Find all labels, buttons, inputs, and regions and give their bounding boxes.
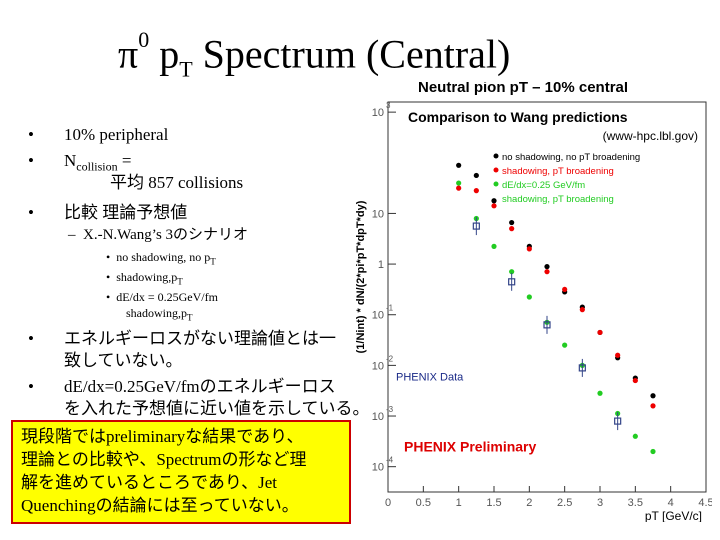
legend-entry: no shadowing, no pT broadening (502, 152, 640, 163)
series-point (597, 329, 603, 336)
conclusion-box: 現段階ではpreliminaryな結果であり、 理論との比較や、Spectrum… (11, 420, 351, 524)
x-tick-label: 3 (597, 497, 603, 509)
legend-marker (493, 181, 499, 187)
y-tick-exponent: -2 (386, 354, 394, 363)
series-point (473, 188, 479, 194)
y-tick-exponent: -4 (386, 456, 394, 465)
data-point (472, 222, 480, 230)
series-point (491, 198, 497, 204)
series-point (632, 433, 638, 439)
conclusion-line: Quenchingの結論には至っていない。 (21, 496, 299, 515)
series-point (562, 342, 568, 348)
bullet-eloss-cont: を入れた予想値に近い値を示している。 (64, 399, 370, 418)
y-tick-label: 1 (378, 259, 384, 271)
y-tick-label: 10 (372, 411, 384, 423)
x-tick-label: 1.5 (486, 497, 501, 509)
x-tick-label: 2.5 (557, 497, 572, 509)
y-tick-label: 10 (372, 107, 384, 119)
series-point (491, 243, 497, 249)
legend-entry: shadowing, pT broadening (502, 166, 614, 177)
series-point (491, 203, 497, 209)
series-point (509, 269, 515, 275)
y-tick-exponent: -1 (386, 304, 394, 313)
series-point (526, 294, 532, 300)
conclusion-line: 解を進めているところであり、Jet (21, 473, 278, 492)
series-point (632, 377, 638, 384)
phenix-preliminary-label: PHENIX Preliminary (404, 438, 536, 454)
phenix-data-label: PHENIX Data (396, 372, 464, 384)
x-tick-label: 4.5 (698, 497, 712, 509)
slide-title: π0 pT Spectrum (Central) (118, 27, 511, 82)
legend-marker (493, 167, 499, 173)
x-tick-label: 0.5 (416, 497, 431, 509)
chart-source: (www-hpc.lbl.gov) (603, 129, 698, 143)
series-point (579, 307, 585, 313)
data-point (578, 364, 586, 372)
series-point (473, 172, 479, 179)
series-point (544, 264, 550, 270)
bullet-no-eloss-cont: 致していない。 (64, 351, 183, 370)
series-point (562, 286, 568, 293)
bullet-ncollision-value: 平均 857 collisions (110, 173, 244, 192)
y-tick-label: 10 (372, 208, 384, 220)
chart-subtitle: Comparison to Wang predictions (408, 109, 628, 125)
data-point (543, 321, 551, 329)
chart-title: Neutral pion pT – 10% central (418, 82, 628, 96)
series-point (650, 403, 656, 409)
x-tick-label: 0 (385, 497, 391, 509)
y-tick-exponent: -3 (386, 405, 394, 414)
scenario-shadowing: • shadowing,pT (106, 270, 183, 287)
series-point (597, 390, 603, 396)
x-axis-label: pT [GeV/c] (645, 509, 702, 522)
x-tick-label: 4 (668, 497, 674, 509)
spectrum-chart: Neutral pion pT – 10% central Comparison … (355, 82, 712, 522)
scenario-energy-loss-shadowing: shadowing,pT (126, 306, 193, 323)
x-tick-label: 3.5 (628, 497, 643, 509)
x-tick-label: 2 (526, 497, 532, 509)
series-point (544, 269, 550, 275)
series-point (650, 448, 656, 455)
dash-wang-scenarios: – X.-N.Wang’s 3のシナリオ (68, 227, 249, 243)
y-axis-label: (1/Nint) * dN/(2*pi*pT*dpT*dy) (355, 200, 367, 353)
legend-entry: shadowing, pT broadening (502, 194, 614, 205)
y-tick-label: 10 (372, 360, 384, 372)
series-point (456, 162, 462, 168)
series-point (509, 226, 515, 232)
data-point (614, 417, 622, 425)
series-point (526, 246, 532, 252)
conclusion-line: 理論との比較や、Spectrumの形など理 (21, 450, 307, 469)
y-tick-exponent: 3 (386, 101, 391, 110)
y-tick-label: 10 (372, 462, 384, 474)
scenario-no-shadowing: • no shadowing, no pT (106, 250, 216, 267)
scenario-energy-loss: • dE/dx = 0.25GeV/fm (106, 290, 218, 304)
plot-frame (387, 101, 707, 493)
conclusion-line: 現段階ではpreliminaryな結果であり、 (21, 427, 304, 446)
series-point (456, 180, 462, 186)
legend-marker (493, 153, 499, 159)
data-point (508, 278, 516, 286)
series-point (456, 185, 462, 191)
series-point (615, 352, 621, 358)
series-point (650, 393, 656, 399)
y-tick-label: 10 (372, 310, 384, 322)
legend-entry: dE/dx=0.25 GeV/fm (502, 180, 585, 191)
x-tick-label: 1 (456, 497, 462, 509)
series-point (509, 219, 515, 226)
